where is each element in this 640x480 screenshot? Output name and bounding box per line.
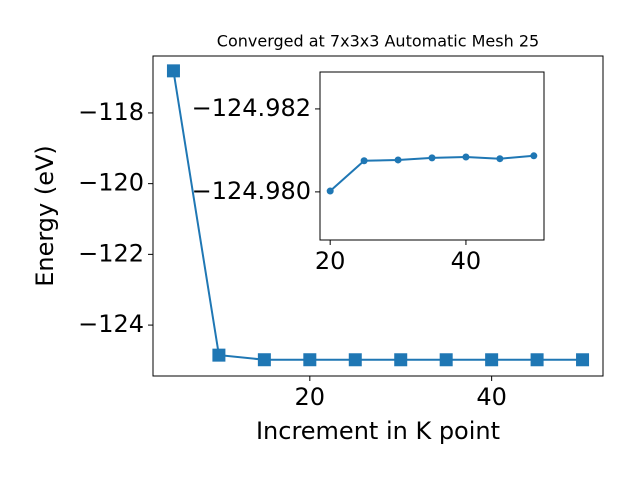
x-tick-label: 20 — [295, 383, 326, 411]
marker — [576, 353, 590, 367]
marker — [303, 353, 317, 367]
y-tick-label: −124 — [78, 310, 144, 338]
marker — [496, 155, 504, 163]
marker — [257, 353, 271, 367]
x-tick-label: 40 — [451, 247, 482, 275]
x-axis-label: Increment in K point — [256, 417, 500, 445]
x-tick-label: 40 — [476, 383, 507, 411]
y-tick-label: −124.980 — [192, 177, 311, 205]
y-axis-label: Energy (eV) — [31, 145, 59, 287]
x-tick-label: 20 — [315, 247, 346, 275]
marker — [530, 353, 544, 367]
marker — [348, 353, 362, 367]
marker — [212, 348, 226, 362]
y-tick-label: −124.982 — [192, 94, 311, 122]
marker — [166, 64, 180, 78]
marker — [530, 152, 538, 160]
marker — [462, 153, 470, 161]
marker — [326, 187, 334, 195]
marker — [394, 156, 402, 164]
marker — [439, 353, 453, 367]
chart-title: Converged at 7x3x3 Automatic Mesh 25 — [217, 32, 539, 51]
marker — [428, 154, 436, 162]
marker — [485, 353, 499, 367]
marker — [360, 157, 368, 165]
y-tick-label: −120 — [78, 169, 144, 197]
data-line — [172, 70, 583, 361]
marker — [394, 353, 408, 367]
y-tick-label: −118 — [78, 98, 144, 126]
y-tick-label: −122 — [78, 239, 144, 267]
